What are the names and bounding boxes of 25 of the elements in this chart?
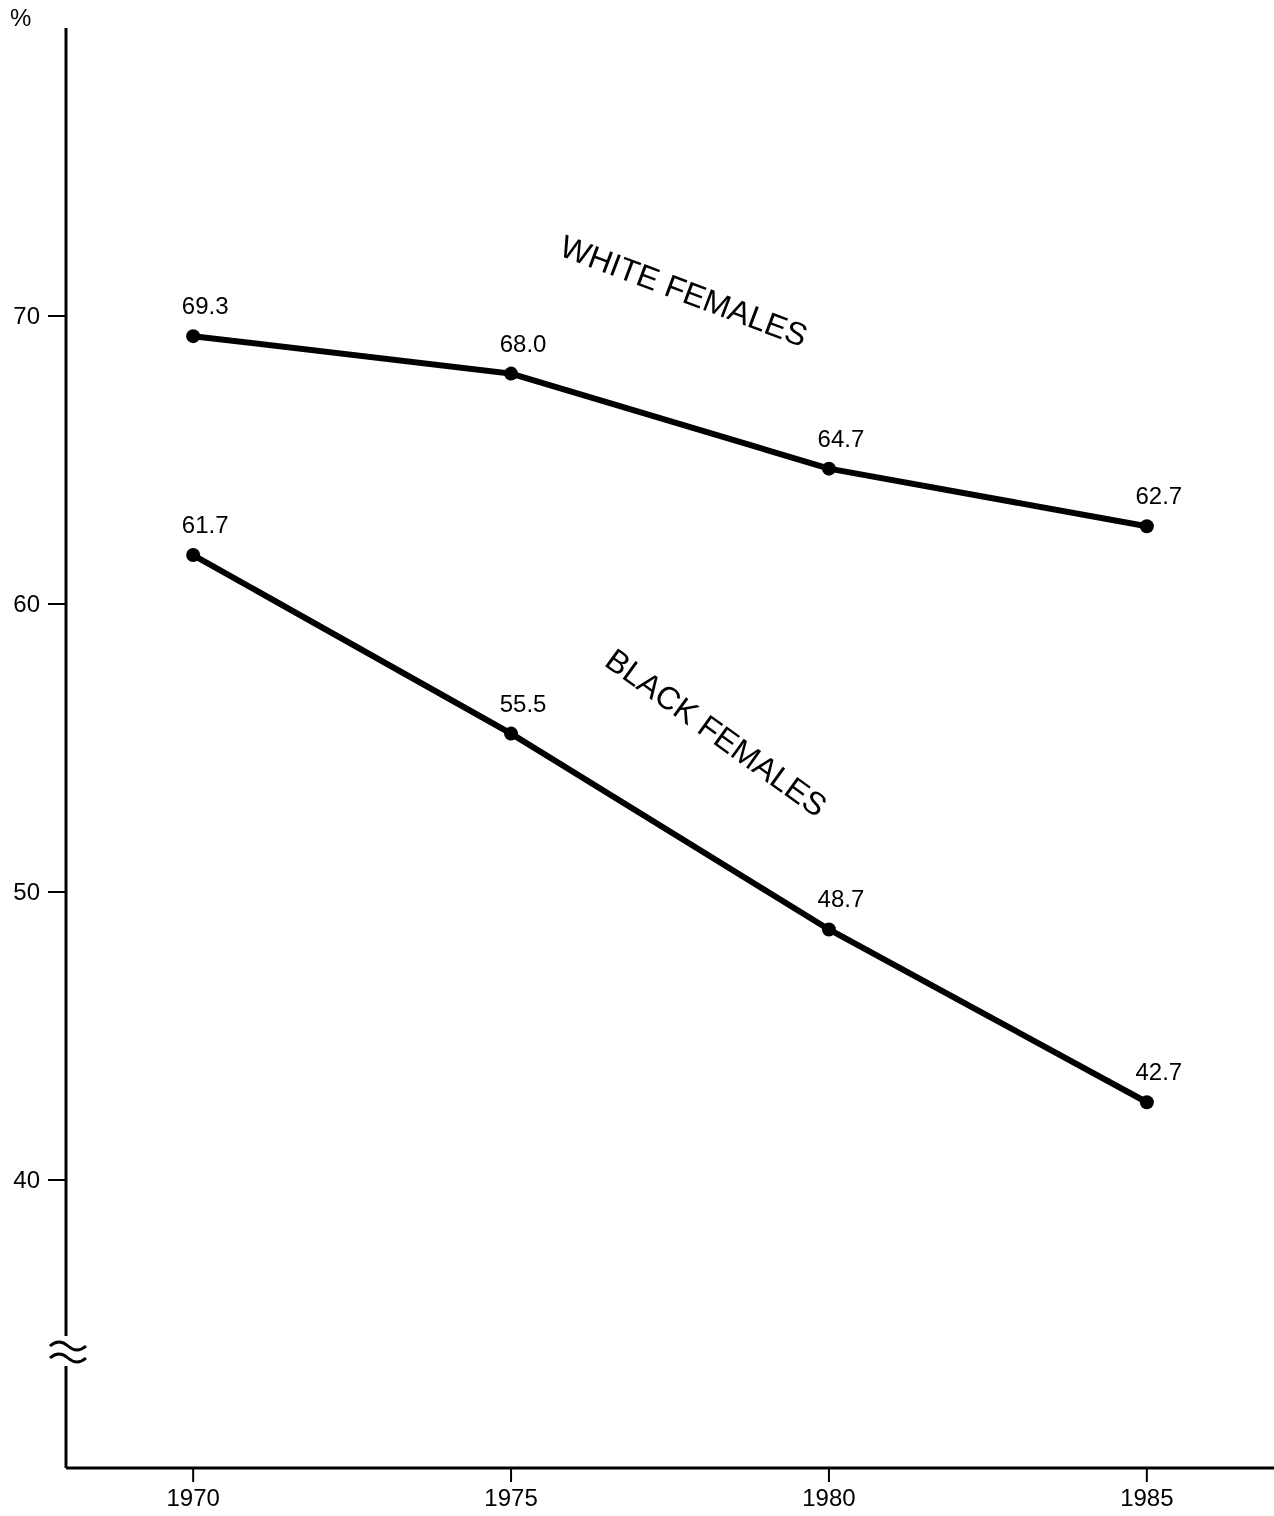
data-label: 68.0 (499, 329, 547, 357)
point (504, 366, 519, 381)
data-label: 64.7 (817, 424, 865, 452)
point (186, 329, 201, 344)
y-tick-label: 70 (13, 302, 40, 330)
point (186, 548, 201, 563)
y-tick-label: 60 (13, 590, 40, 618)
x-tick-label: 1975 (484, 1484, 538, 1511)
point (821, 922, 836, 937)
data-label: 48.7 (817, 885, 865, 913)
y-tick-label: 40 (13, 1166, 40, 1194)
data-label: 69.3 (181, 292, 229, 320)
data-label: 62.7 (1135, 482, 1183, 510)
point (1139, 519, 1154, 534)
x-tick-label: 1970 (166, 1484, 220, 1511)
point (821, 461, 836, 476)
x-tick-label: 1985 (1120, 1484, 1174, 1511)
point (504, 726, 519, 741)
data-label: 42.7 (1135, 1058, 1183, 1086)
data-label: 61.7 (181, 511, 229, 539)
point (1139, 1095, 1154, 1110)
data-label: 55.5 (499, 689, 547, 717)
x-tick-label: 1980 (802, 1484, 856, 1511)
y-axis-title: % (10, 4, 32, 31)
y-tick-label: 50 (13, 878, 40, 906)
